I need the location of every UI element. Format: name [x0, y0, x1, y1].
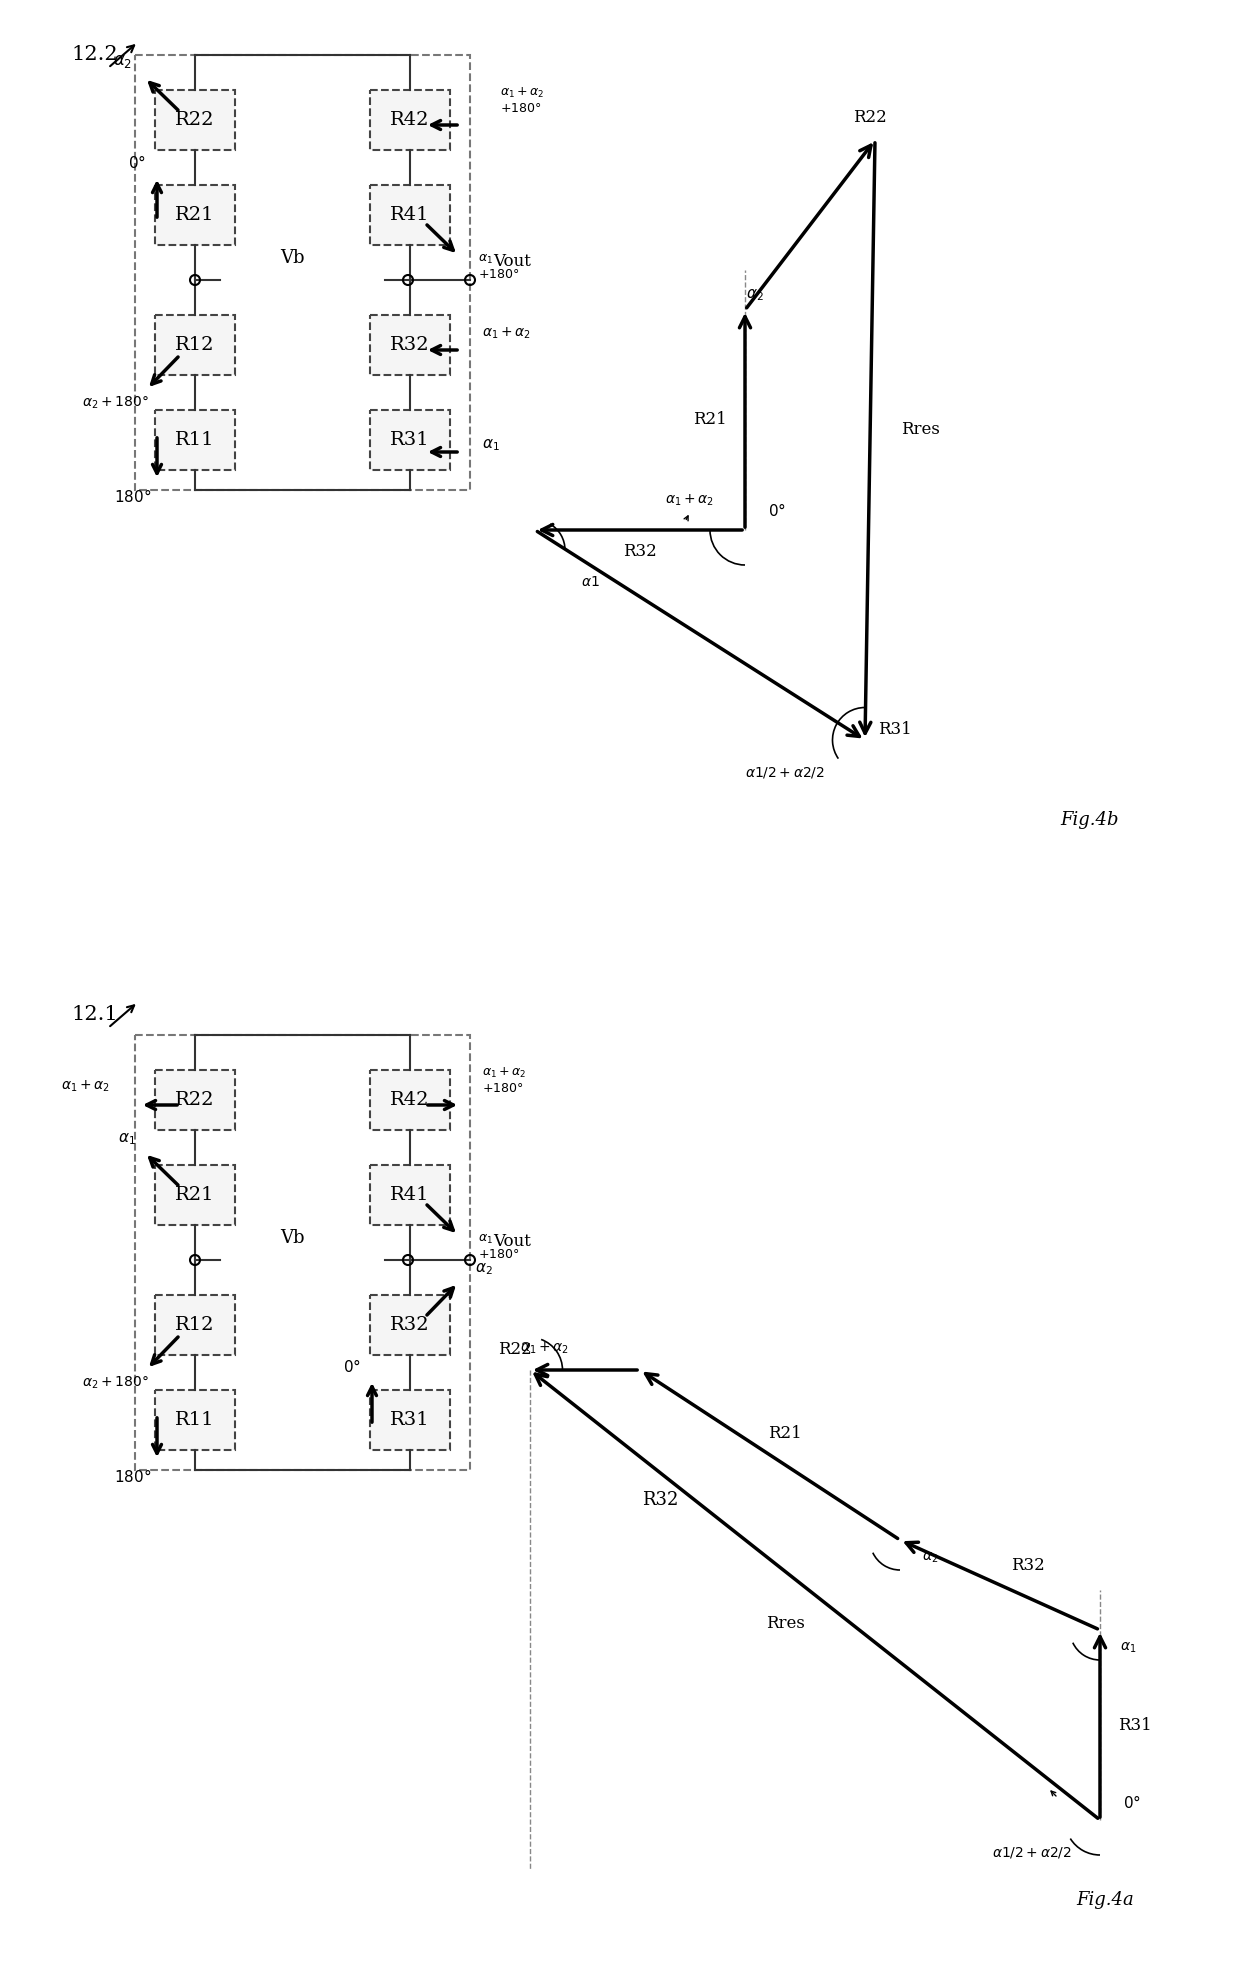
Bar — [135, 1035, 470, 1471]
Bar — [155, 1165, 236, 1226]
Text: $\alpha_1$: $\alpha_1$ — [118, 1131, 136, 1147]
Text: R22: R22 — [175, 1090, 215, 1110]
Text: $\alpha_2$: $\alpha_2$ — [746, 286, 764, 302]
Text: $\alpha_2+180°$: $\alpha_2+180°$ — [82, 394, 149, 412]
Text: R31: R31 — [1118, 1716, 1152, 1734]
Text: $\alpha_1+\alpha_2$
$+180°$: $\alpha_1+\alpha_2$ $+180°$ — [500, 86, 544, 114]
Bar — [370, 1390, 450, 1449]
Text: $180°$: $180°$ — [114, 488, 151, 504]
Text: R31: R31 — [391, 431, 430, 449]
Text: $\alpha_1$: $\alpha_1$ — [482, 437, 500, 453]
Text: R32: R32 — [391, 1316, 430, 1333]
Text: R22: R22 — [498, 1341, 532, 1359]
Text: $0°$: $0°$ — [768, 502, 786, 518]
Text: Vout: Vout — [494, 1233, 531, 1251]
Text: $\alpha1$: $\alpha1$ — [580, 575, 599, 588]
Text: $\alpha_2$: $\alpha_2$ — [475, 1261, 492, 1277]
Bar — [155, 1294, 236, 1355]
Text: $\alpha_1+\alpha_2$
$+180°$: $\alpha_1+\alpha_2$ $+180°$ — [482, 1065, 526, 1094]
Text: R22: R22 — [853, 110, 887, 127]
Text: R32: R32 — [642, 1490, 678, 1510]
Bar — [370, 316, 450, 375]
Text: R41: R41 — [391, 1186, 430, 1204]
Text: Vb: Vb — [280, 1230, 305, 1247]
Text: $\alpha_1+\alpha_2$: $\alpha_1+\alpha_2$ — [482, 326, 531, 341]
Text: Rres: Rres — [765, 1614, 805, 1632]
Bar — [155, 1071, 236, 1130]
Bar — [370, 1165, 450, 1226]
Bar — [370, 90, 450, 149]
Text: R42: R42 — [391, 112, 430, 129]
Text: $\alpha1/2+\alpha2/2$: $\alpha1/2+\alpha2/2$ — [745, 765, 825, 780]
Text: R21: R21 — [768, 1424, 802, 1441]
Text: Fig.4a: Fig.4a — [1076, 1890, 1133, 1908]
Text: R21: R21 — [175, 206, 215, 224]
Text: $0°$: $0°$ — [128, 155, 146, 171]
Text: Vb: Vb — [280, 249, 305, 267]
Bar — [155, 410, 236, 471]
Text: Vout: Vout — [494, 253, 531, 271]
Text: R32: R32 — [624, 543, 657, 561]
Bar — [155, 316, 236, 375]
Text: $180°$: $180°$ — [114, 1467, 151, 1484]
Text: $\alpha_1$
$+180°$: $\alpha_1$ $+180°$ — [477, 253, 520, 280]
Text: R31: R31 — [878, 722, 911, 739]
Bar — [370, 410, 450, 471]
Bar — [155, 90, 236, 149]
Text: $\alpha_1$
$+180°$: $\alpha_1$ $+180°$ — [477, 1233, 520, 1261]
Bar — [155, 1390, 236, 1449]
Bar — [155, 184, 236, 245]
Text: $\alpha1/2+\alpha2/2$: $\alpha1/2+\alpha2/2$ — [992, 1845, 1071, 1859]
Text: 12.2: 12.2 — [72, 45, 118, 65]
Text: R21: R21 — [175, 1186, 215, 1204]
Text: 12.1: 12.1 — [72, 1006, 118, 1024]
Text: R32: R32 — [1011, 1557, 1045, 1573]
Bar — [370, 1071, 450, 1130]
Text: R11: R11 — [175, 1412, 215, 1430]
Bar — [135, 55, 470, 490]
Text: R32: R32 — [391, 335, 430, 355]
Text: R41: R41 — [391, 206, 430, 224]
Text: $\alpha_2$: $\alpha_2$ — [921, 1551, 939, 1565]
Text: R31: R31 — [391, 1412, 430, 1430]
Bar — [370, 1294, 450, 1355]
Text: $\alpha_1$: $\alpha_1$ — [1120, 1641, 1136, 1655]
Text: Rres: Rres — [900, 422, 940, 439]
Text: R12: R12 — [175, 335, 215, 355]
Text: R11: R11 — [175, 431, 215, 449]
Text: Fig.4b: Fig.4b — [1060, 812, 1120, 830]
Text: R21: R21 — [693, 412, 727, 429]
Text: R12: R12 — [175, 1316, 215, 1333]
Text: $\alpha_1+\alpha_2$: $\alpha_1+\alpha_2$ — [666, 492, 714, 508]
Text: R42: R42 — [391, 1090, 430, 1110]
Text: $\alpha_2+180°$: $\alpha_2+180°$ — [82, 1375, 149, 1390]
Text: $0°$: $0°$ — [343, 1357, 361, 1375]
Text: $\alpha_1+\alpha_2$: $\alpha_1+\alpha_2$ — [61, 1079, 110, 1094]
Text: $\alpha_2$: $\alpha_2$ — [113, 53, 133, 71]
Text: $\alpha_1+\alpha_2$: $\alpha_1+\alpha_2$ — [521, 1339, 569, 1355]
Text: $0°$: $0°$ — [1123, 1794, 1141, 1810]
Text: R22: R22 — [175, 112, 215, 129]
Bar — [370, 184, 450, 245]
